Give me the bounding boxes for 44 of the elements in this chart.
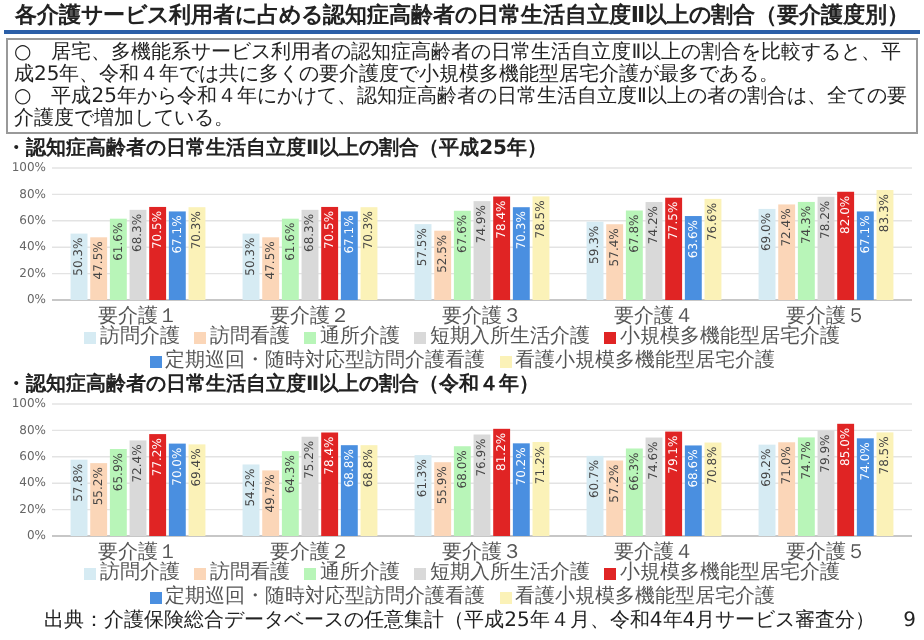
legend-label: 看護小規模多機能型居宅介護: [515, 350, 775, 373]
legend-label: 定期巡回・随時対応型訪問介護看護: [165, 586, 485, 609]
chart-subtitle: ・認知症高齢者の日常生活自立度Ⅱ以上の割合（平成25年）: [4, 138, 550, 162]
x-tick-label: 要介護５: [786, 540, 866, 564]
bar: [493, 428, 511, 536]
text: ○ 居宅、多機能系サービス利用者の認知症高齢者の日常生活自立度Ⅱ以上の割合を比較すると、平成25年、令和４年では共に多くの要介護度で小規模多機能型居宅介護が最多である。: [14, 42, 904, 86]
source-note: 出典：介護保険総合データベースの任意集計（平成25年４月、令和4年4月サービス審査分）: [44, 610, 876, 634]
legend-label: 短期入所生活介護: [430, 562, 590, 585]
text: ○ 平成25年から令和４年にかけて、認知症高齢者の日常生活自立度Ⅱ以上の者の割合は、全ての要介護度で増加している。: [14, 86, 909, 130]
legend-label: 通所介護: [320, 326, 400, 349]
bar: [778, 442, 796, 536]
x-tick-label: 要介護３: [442, 540, 522, 564]
chart-title: 各介護サービス利用者に占める認知症高齢者の日常生活自立度Ⅱ以上の割合（要介護度別）: [4, 0, 920, 34]
bar: [168, 211, 186, 300]
bar: [512, 443, 530, 536]
bar: [797, 201, 815, 300]
legend-label: 小規模多機能型居宅介護: [620, 562, 840, 585]
text: 9: [903, 610, 916, 634]
legend-label: 訪問看護: [210, 326, 290, 349]
bar: [149, 434, 167, 536]
x-tick-label: 要介護３: [442, 304, 522, 328]
bar: [665, 197, 683, 300]
bar: [856, 211, 874, 300]
bar: [778, 204, 796, 300]
legend-label: 訪問看護: [210, 562, 290, 585]
x-tick-label: 要介護４: [614, 304, 694, 328]
bar: [856, 438, 874, 536]
bar: [665, 431, 683, 536]
legend-label: 看護小規模多機能型居宅介護: [515, 586, 775, 609]
legend-label: 短期入所生活介護: [430, 326, 590, 349]
legend-label: 通所介護: [320, 562, 400, 585]
legend-label: 訪問介護: [100, 326, 180, 349]
chart-title: ・認知症高齢者の日常生活自立度Ⅱ以上の割合（令和４年）: [4, 374, 542, 398]
legend-label: 定期巡回・随時対応型訪問介護看護: [165, 350, 485, 372]
x-tick-label: 要介護２: [270, 304, 350, 328]
bar: [797, 437, 815, 536]
bar: [340, 211, 358, 300]
x-tick-label: 要介護１: [98, 540, 178, 564]
x-tick-label: 要介護５: [786, 304, 866, 328]
legend-label: 小規模多機能型居宅介護: [620, 326, 840, 349]
x-tick-label: 要介護１: [98, 304, 178, 328]
x-tick-label: 要介護４: [614, 540, 694, 564]
legend-label: 訪問介護: [100, 562, 180, 585]
x-tick-label: 要介護２: [270, 540, 350, 564]
